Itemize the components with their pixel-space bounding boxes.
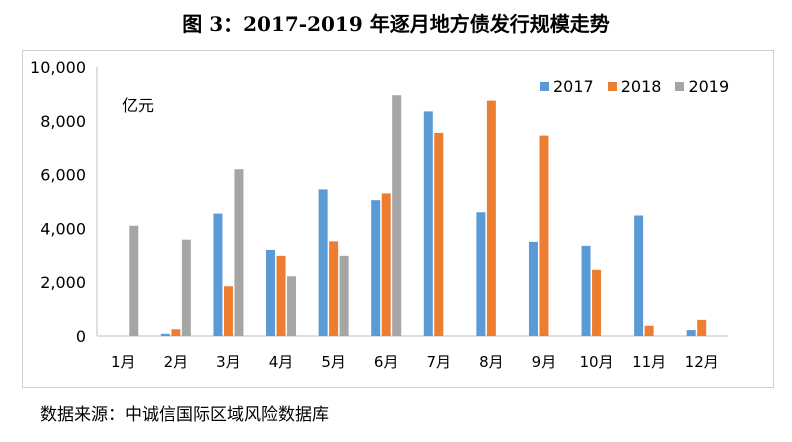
bar-2018-8 [486, 100, 496, 336]
bar-2017-8 [476, 212, 486, 336]
bar-2019-4 [287, 276, 297, 336]
x-tick-label: 8月 [479, 353, 504, 371]
bar-2017-6 [371, 200, 381, 336]
chart-frame [22, 50, 774, 388]
y-tick-label: 6,000 [40, 166, 86, 185]
bar-2018-4 [276, 255, 286, 336]
x-tick-label: 6月 [374, 353, 399, 371]
x-tick-label: 7月 [427, 353, 452, 371]
chart-title: 图 3：2017-2019 年逐月地方债发行规模走势 [182, 12, 610, 36]
bar-2019-6 [392, 95, 402, 337]
bar-2018-12 [697, 319, 707, 336]
x-tick-label: 3月 [216, 353, 241, 371]
bar-2017-12 [686, 330, 696, 336]
y-tick-label: 10,000 [30, 58, 86, 77]
x-tick-label: 11月 [632, 353, 666, 371]
bar-2018-2 [171, 329, 181, 336]
bar-2018-11 [644, 325, 654, 336]
bar-2017-10 [581, 245, 591, 336]
bar-2018-10 [592, 269, 602, 336]
bar-2018-6 [381, 193, 391, 336]
bar-2019-1 [129, 225, 139, 336]
bar-2017-4 [266, 249, 276, 336]
legend-item-2018: 2018 [607, 77, 662, 96]
bar-2018-9 [539, 135, 549, 336]
x-tick-label: 10月 [579, 353, 613, 371]
bar-2018-7 [434, 132, 444, 336]
x-tick-label: 1月 [111, 353, 136, 371]
source-note: 数据来源：中诚信国际区域风险数据库 [40, 405, 329, 425]
unit-label: 亿元 [122, 96, 155, 115]
bar-2017-5 [318, 189, 328, 336]
bar-2019-3 [234, 169, 244, 336]
legend-swatch-2019 [675, 82, 685, 91]
legend-item-2017: 2017 [540, 77, 594, 96]
legend-label-2017: 2017 [553, 77, 594, 96]
legend-swatch-2018 [607, 82, 617, 91]
bar-2018-3 [223, 286, 233, 336]
legend-swatch-2017 [540, 82, 549, 91]
legend-label-2018: 2018 [620, 77, 662, 96]
bar-2018-5 [329, 241, 339, 336]
y-tick-label: 8,000 [40, 112, 86, 131]
y-tick-label: 0 [76, 327, 86, 346]
bar-2019-2 [181, 239, 191, 336]
bar-2017-11 [634, 215, 644, 336]
x-tick-label: 12月 [685, 353, 719, 371]
legend: 2017 2018 2019 [540, 77, 729, 96]
bar-2017-2 [160, 333, 170, 336]
x-tick-label: 2月 [164, 353, 189, 371]
x-tick-label: 4月 [269, 353, 294, 371]
x-tick-label: 9月 [532, 353, 557, 371]
x-tick-label: 5月 [321, 353, 346, 371]
y-tick-label: 2,000 [40, 273, 86, 292]
bar-2019-5 [339, 255, 349, 336]
bar-2017-7 [423, 111, 433, 336]
bar-2017-9 [528, 241, 538, 336]
legend-label-2019: 2019 [688, 77, 730, 96]
legend-item-2019: 2019 [675, 77, 729, 96]
bar-2017-3 [213, 213, 223, 336]
y-tick-label: 4,000 [40, 219, 86, 238]
